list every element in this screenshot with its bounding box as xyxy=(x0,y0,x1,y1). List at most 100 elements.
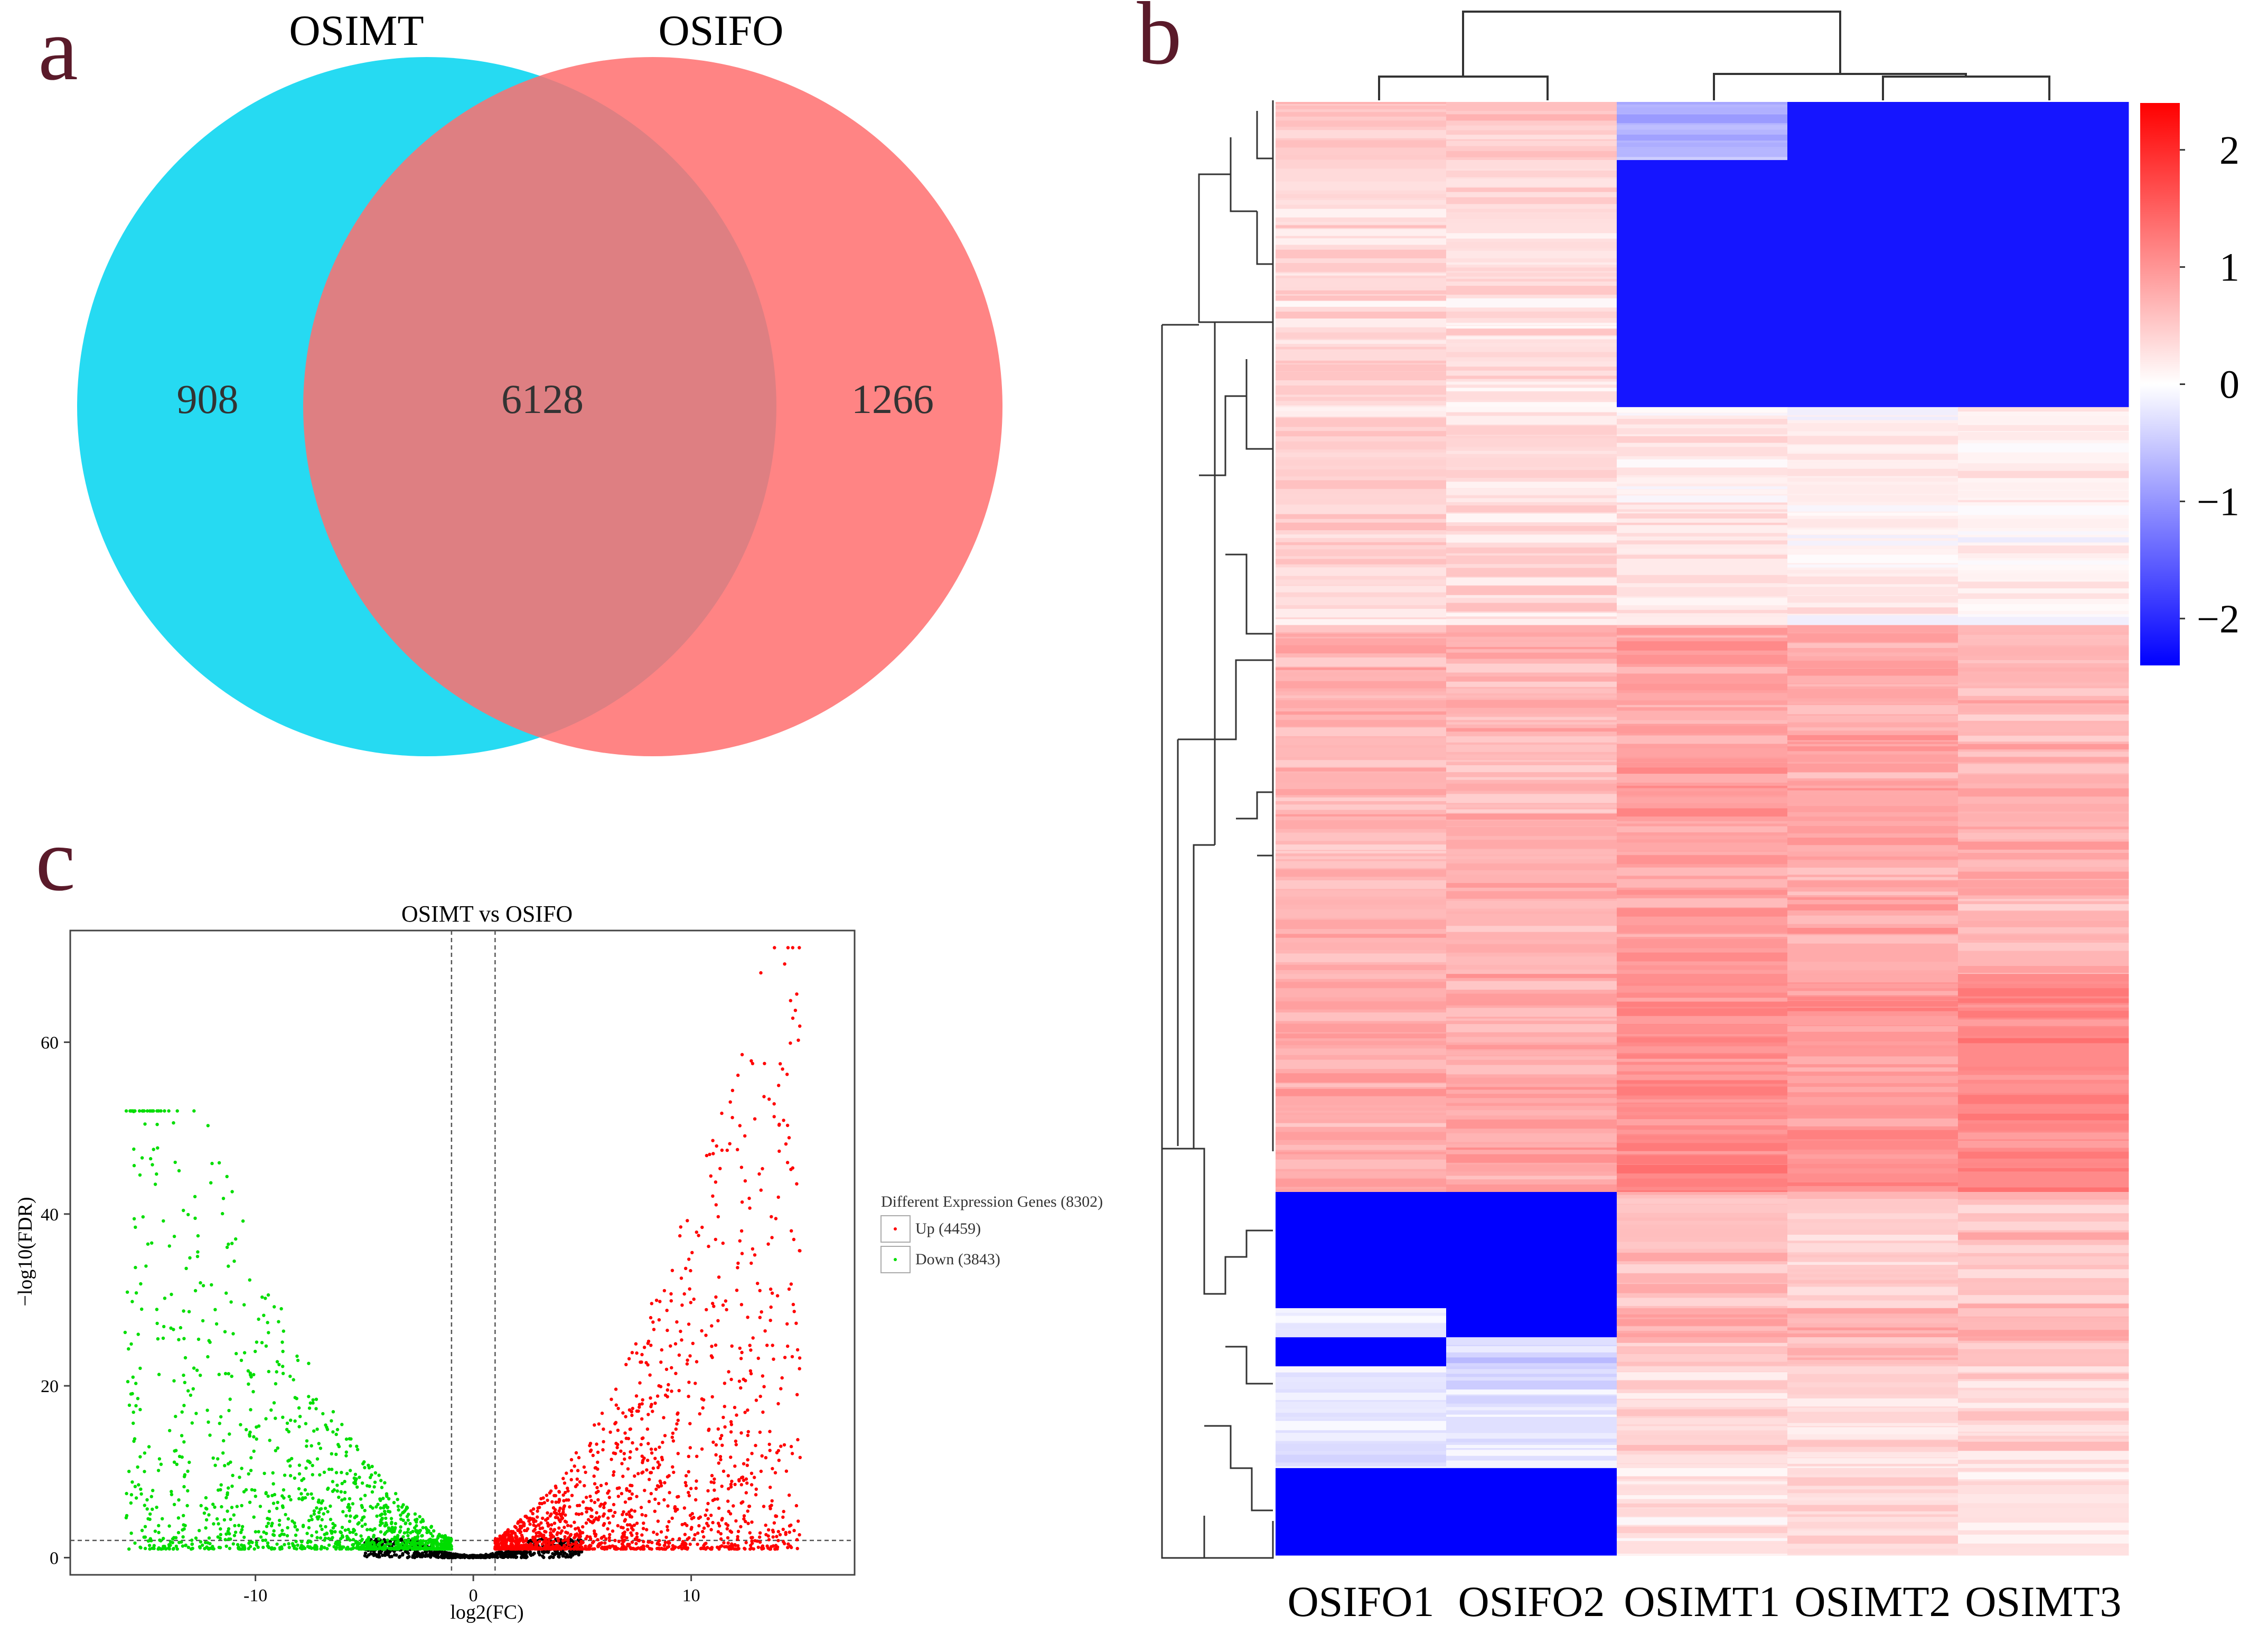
heatmap-row-stripe xyxy=(1446,525,1617,531)
heatmap-row-stripe xyxy=(1617,102,1788,105)
volcano-point xyxy=(400,1505,404,1509)
volcano-point xyxy=(310,1492,313,1496)
volcano-point xyxy=(508,1539,512,1543)
volcano-point xyxy=(339,1530,342,1534)
volcano-point xyxy=(227,1527,231,1531)
volcano-point xyxy=(739,1357,743,1360)
volcano-point xyxy=(347,1502,351,1507)
volcano-point xyxy=(695,1454,699,1458)
heatmap-row-stripe xyxy=(1958,1317,2129,1322)
volcano-point xyxy=(129,1501,133,1505)
volcano-point xyxy=(680,1542,684,1546)
heatmap-row-stripe xyxy=(1276,861,1447,868)
volcano-point xyxy=(548,1491,552,1495)
heatmap-row-stripe xyxy=(1958,553,2129,559)
heatmap-row-stripe xyxy=(1617,459,1788,468)
heatmap-row-stripe xyxy=(1276,407,1447,412)
heatmap-row-stripe xyxy=(1617,1481,1788,1485)
heatmap-row-stripe xyxy=(1446,1417,1617,1426)
volcano-point xyxy=(343,1480,346,1483)
volcano-point xyxy=(577,1455,581,1460)
volcano-point xyxy=(153,1182,157,1186)
volcano-point xyxy=(563,1519,567,1523)
heatmap-row-stripe xyxy=(1276,346,1447,350)
volcano-point xyxy=(188,1460,191,1464)
volcano-point xyxy=(715,1144,718,1148)
heatmap-row-stripe xyxy=(1446,1433,1617,1439)
legend-down-marker xyxy=(894,1258,897,1261)
volcano-point xyxy=(276,1446,279,1450)
volcano-point xyxy=(283,1473,287,1477)
volcano-point xyxy=(666,1328,669,1332)
heatmap-row-stripe xyxy=(1787,436,1958,445)
volcano-threshold-lines xyxy=(70,931,855,1575)
volcano-point xyxy=(749,1483,754,1487)
volcano-point xyxy=(602,1440,605,1444)
heatmap-row-stripe xyxy=(1617,1372,1788,1380)
color-scale-tick-label: −2 xyxy=(2197,597,2239,641)
volcano-point xyxy=(383,1481,387,1485)
heatmap-block-1-osimt1 xyxy=(1617,160,1788,408)
volcano-point xyxy=(311,1496,315,1500)
volcano-point xyxy=(170,1492,174,1497)
volcano-point xyxy=(308,1545,312,1549)
volcano-point xyxy=(788,1524,792,1528)
volcano-point xyxy=(595,1486,599,1490)
volcano-point xyxy=(392,1501,396,1505)
volcano-point xyxy=(715,1545,719,1549)
volcano-point xyxy=(636,1472,640,1476)
volcano-point xyxy=(378,1497,382,1501)
volcano-point xyxy=(209,1181,213,1185)
heatmap-row-stripe xyxy=(1276,514,1447,519)
volcano-point xyxy=(431,1538,435,1542)
volcano-point xyxy=(620,1492,624,1496)
volcano-point xyxy=(441,1553,445,1557)
volcano-point xyxy=(635,1495,639,1498)
volcano-point xyxy=(673,1506,677,1510)
volcano-point xyxy=(147,1445,151,1449)
volcano-point xyxy=(360,1481,364,1485)
heatmap-row-stripe xyxy=(1787,1213,1958,1219)
volcano-point xyxy=(700,1225,704,1229)
volcano-point xyxy=(389,1517,393,1520)
volcano-point xyxy=(266,1494,270,1498)
heatmap-row-stripe xyxy=(1787,633,1958,642)
heatmap-row-stripe xyxy=(1617,1065,1788,1072)
heatmap-row-stripe xyxy=(1446,911,1617,914)
volcano-point xyxy=(239,1530,243,1534)
volcano-point xyxy=(593,1547,596,1551)
heatmap-row-stripe xyxy=(1446,171,1617,177)
heatmap-row-stripe xyxy=(1617,428,1788,435)
volcano-point xyxy=(221,1211,224,1216)
heatmap-row-stripe xyxy=(1446,298,1617,308)
volcano-point xyxy=(232,1534,237,1537)
volcano-point xyxy=(420,1534,424,1537)
volcano-point xyxy=(346,1545,350,1549)
volcano-point xyxy=(318,1446,323,1450)
dendro-branch-osimt23 xyxy=(1882,76,2050,100)
volcano-point xyxy=(786,1344,790,1348)
heatmap-row-stripe xyxy=(1958,799,2129,803)
heatmap-row-stripe xyxy=(1958,452,2129,461)
heatmap-row-stripe xyxy=(1958,1494,2129,1504)
volcano-point xyxy=(680,1523,684,1526)
volcano-point xyxy=(617,1539,621,1544)
volcano-point xyxy=(533,1527,537,1532)
volcano-point xyxy=(780,1376,784,1380)
volcano-point xyxy=(782,1119,785,1122)
volcano-point xyxy=(152,1546,156,1551)
volcano-point xyxy=(127,1547,131,1551)
volcano-point xyxy=(155,1308,159,1311)
volcano-point xyxy=(663,1541,668,1544)
volcano-point xyxy=(655,1394,660,1398)
volcano-point xyxy=(729,1547,733,1551)
volcano-point xyxy=(723,1545,727,1549)
volcano-point xyxy=(754,1493,758,1497)
volcano-point xyxy=(563,1491,567,1495)
heatmap-row-stripe xyxy=(1787,1423,1958,1426)
volcano-point xyxy=(297,1425,301,1429)
volcano-point xyxy=(397,1508,400,1512)
heatmap-row-stripe xyxy=(1958,1187,2129,1192)
volcano-point xyxy=(786,946,790,950)
volcano-point xyxy=(145,1498,149,1502)
